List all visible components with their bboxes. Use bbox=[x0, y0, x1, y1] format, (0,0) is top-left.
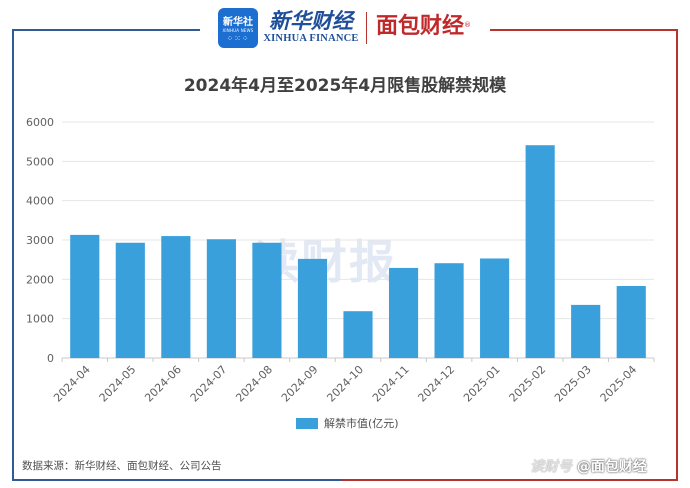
x-tick-label: 2024-11 bbox=[370, 363, 412, 405]
y-tick-label: 1000 bbox=[26, 313, 54, 326]
legend-swatch bbox=[296, 417, 318, 429]
x-tick-label: 2025-03 bbox=[552, 363, 594, 405]
xinhua-finance-brand: 新华财经 XINHUA FINANCE bbox=[263, 9, 359, 45]
frame-right bbox=[342, 29, 678, 481]
watermark-bottom: 读财号 @面包财经 bbox=[530, 456, 647, 476]
frame-left bbox=[12, 29, 342, 481]
y-tick-label: 5000 bbox=[26, 155, 54, 168]
x-tick-label: 2024-12 bbox=[416, 363, 458, 405]
xinhua-badge-text: 新华社 bbox=[223, 17, 253, 28]
brand-divider bbox=[366, 12, 367, 44]
y-tick-label: 2000 bbox=[26, 273, 54, 286]
x-tick-label: 2024-05 bbox=[97, 363, 139, 405]
xinhua-logo: 新华社 XINHUA NEWS ⁘⁙⁘ bbox=[218, 8, 258, 48]
bar bbox=[434, 263, 464, 358]
bar bbox=[70, 234, 100, 358]
y-tick-label: 4000 bbox=[26, 195, 54, 208]
bar bbox=[206, 239, 236, 358]
registered-mark: ® bbox=[464, 21, 472, 29]
watermark-bottom-faint: 读财号 bbox=[530, 459, 572, 475]
x-tick-label: 2024-09 bbox=[279, 363, 321, 405]
x-tick-label: 2024-08 bbox=[233, 363, 275, 405]
x-tick-label: 2024-06 bbox=[142, 363, 184, 405]
bar bbox=[161, 236, 191, 358]
x-tick-label: 2024-10 bbox=[324, 363, 366, 405]
bar bbox=[388, 267, 419, 358]
network-dots-icon: ⁘⁙⁘ bbox=[226, 34, 250, 43]
bar bbox=[571, 304, 601, 358]
x-tick-label: 2025-04 bbox=[598, 363, 640, 405]
xinhua-badge-en: XINHUA NEWS bbox=[222, 28, 254, 33]
bar bbox=[297, 258, 328, 358]
mianbao-name: 面包财经 bbox=[376, 14, 465, 39]
data-source: 数据来源：新华财经、面包财经、公司公告 bbox=[22, 460, 222, 472]
x-tick-label: 2024-07 bbox=[188, 363, 230, 405]
mianbao-logo: 面包财经 ® bbox=[376, 12, 471, 42]
bar bbox=[480, 258, 510, 358]
watermark-bottom-main: @面包财经 bbox=[576, 459, 647, 475]
bar bbox=[115, 242, 145, 358]
y-tick-label: 3000 bbox=[26, 234, 54, 247]
y-tick-label: 6000 bbox=[26, 116, 54, 129]
bar bbox=[252, 242, 282, 358]
xinhua-name-cn: 新华财经 bbox=[269, 8, 353, 33]
y-tick-label: 0 bbox=[47, 352, 54, 365]
bar bbox=[343, 311, 373, 358]
legend-label: 解禁市值(亿元) bbox=[324, 417, 399, 430]
x-tick-label: 2024-04 bbox=[51, 363, 93, 405]
bar bbox=[616, 286, 646, 358]
legend: 解禁市值(亿元) bbox=[296, 415, 399, 431]
bar bbox=[525, 145, 555, 358]
x-tick-label: 2025-02 bbox=[507, 363, 549, 405]
chart-title: 2024年4月至2025年4月限售股解禁规模 bbox=[183, 76, 507, 96]
x-tick-label: 2025-01 bbox=[461, 363, 503, 405]
xinhua-name-en: XINHUA FINANCE bbox=[263, 33, 359, 44]
